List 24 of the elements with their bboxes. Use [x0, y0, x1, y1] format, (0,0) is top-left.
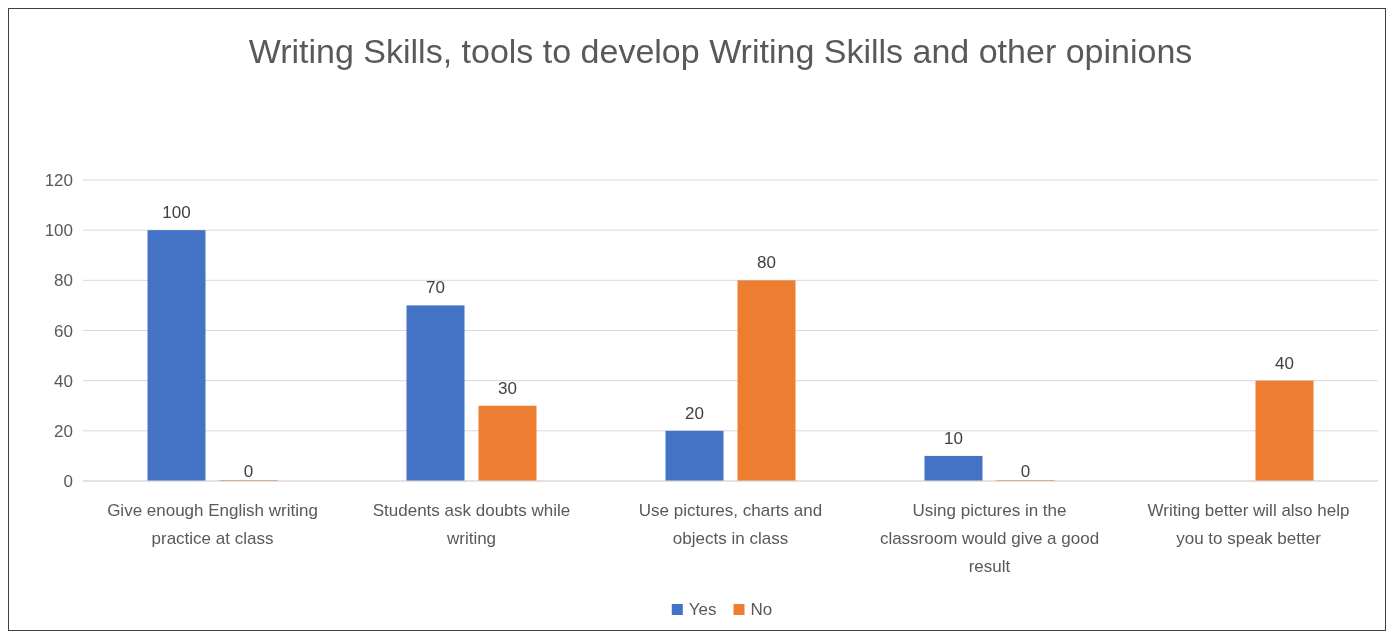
y-tick-label: 100 [44, 221, 73, 241]
y-tick-label: 0 [63, 472, 73, 491]
data-label: 20 [685, 403, 704, 423]
x-tick-label: Give enough English writing practice at class [107, 501, 318, 548]
x-tick-label: Use pictures, charts and objects in class [638, 501, 823, 548]
x-tick-label: Writing better will also help you to speak better [1147, 501, 1350, 548]
x-tick-label: Students ask doubts while writing [372, 501, 571, 548]
y-tick-label: 40 [54, 371, 73, 391]
data-label: 100 [162, 203, 191, 223]
y-tick-label: 120 [44, 171, 73, 190]
data-label: 0 [243, 462, 254, 481]
y-tick-label: 60 [54, 321, 73, 341]
data-label: 70 [426, 278, 445, 298]
legend-label: No [750, 600, 773, 619]
data-label: 80 [757, 253, 776, 273]
data-label: 40 [1275, 353, 1294, 373]
y-tick-label: 20 [54, 421, 73, 441]
x-tick-label: Using pictures in the classroom would give a good result [879, 501, 1100, 576]
data-label: 30 [498, 378, 517, 398]
chart-title: Writing Skills, tools to develop Writing Skills and other opinions [248, 32, 1193, 70]
data-label: 0 [1020, 462, 1031, 481]
legend-label: Yes [688, 600, 717, 619]
y-tick-label: 80 [54, 271, 73, 291]
data-label: 10 [944, 428, 963, 448]
